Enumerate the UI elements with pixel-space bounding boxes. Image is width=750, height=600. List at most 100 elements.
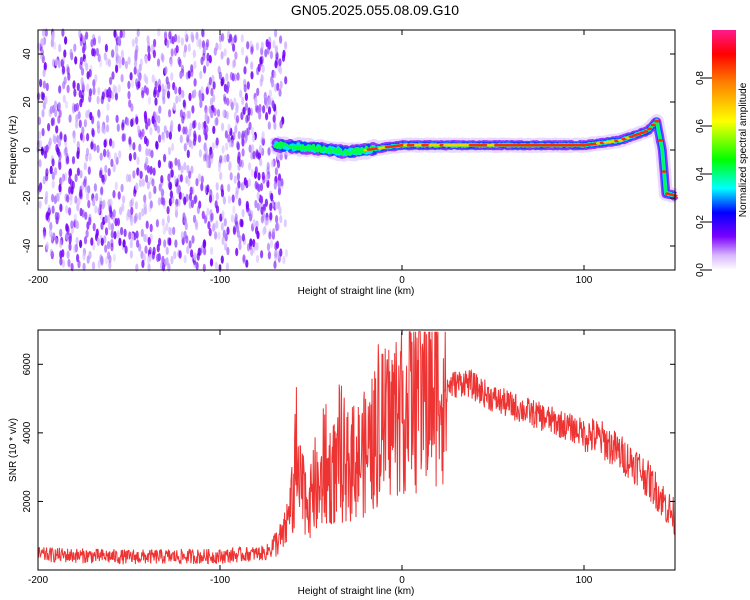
noise-blob <box>272 114 276 123</box>
noise-blob <box>281 53 286 62</box>
noise-blob <box>259 182 264 192</box>
noise-blob <box>69 48 73 58</box>
noise-blob <box>73 88 77 98</box>
noise-blob <box>101 91 105 100</box>
noise-blob <box>274 249 278 258</box>
noise-blob <box>112 253 116 262</box>
noise-blob <box>144 245 148 254</box>
noise-blob <box>256 105 260 114</box>
noise-blob <box>134 49 138 58</box>
noise-blob <box>97 86 101 96</box>
noise-blob <box>206 207 210 216</box>
noise-blob <box>148 254 152 263</box>
noise-blob <box>51 158 55 167</box>
noise-blob <box>165 130 169 139</box>
noise-blob <box>86 83 90 92</box>
noise-blob <box>43 61 47 71</box>
noise-blob <box>259 195 264 204</box>
noise-blob <box>258 144 262 154</box>
noise-blob <box>190 199 194 209</box>
noise-blob <box>78 89 82 99</box>
noise-blob <box>245 128 249 137</box>
noise-blob <box>99 169 103 179</box>
noise-blob <box>168 109 172 118</box>
noise-blob <box>169 169 173 178</box>
noise-blob <box>190 165 194 174</box>
noise-blob <box>108 260 112 270</box>
noise-region <box>36 28 288 273</box>
noise-blob <box>92 37 97 46</box>
noise-blob <box>114 181 118 191</box>
noise-blob <box>226 97 230 107</box>
signal-core-blob <box>526 143 533 147</box>
noise-blob <box>52 58 56 68</box>
snr-x-ticks: -200 -100 0 100 <box>28 330 593 586</box>
noise-blob <box>110 230 114 239</box>
noise-blob <box>120 74 124 83</box>
noise-blob <box>225 72 229 82</box>
noise-blob <box>231 60 235 69</box>
noise-blob <box>193 60 197 70</box>
noise-blob <box>97 35 101 44</box>
noise-blob <box>138 63 142 72</box>
noise-blob <box>179 174 183 183</box>
signal-core-blob <box>566 143 573 147</box>
noise-blob <box>178 93 182 103</box>
noise-blob <box>81 209 85 218</box>
noise-blob <box>71 156 76 165</box>
noise-blob <box>163 31 168 40</box>
noise-blob <box>49 105 53 115</box>
noise-blob <box>104 244 108 253</box>
noise-blob <box>146 181 150 190</box>
noise-blob <box>153 185 157 195</box>
signal-core-blob <box>505 143 511 147</box>
noise-blob <box>42 176 46 185</box>
noise-blob <box>146 165 150 174</box>
noise-blob <box>214 200 218 209</box>
noise-blob <box>143 110 147 120</box>
noise-blob <box>186 149 190 159</box>
noise-blob <box>60 59 65 68</box>
signal-core-blob <box>650 123 656 127</box>
noise-blob <box>136 69 140 78</box>
noise-blob <box>73 244 77 254</box>
noise-blob <box>201 92 205 102</box>
noise-blob <box>193 78 197 87</box>
noise-blob <box>273 181 277 190</box>
noise-blob <box>188 192 193 202</box>
noise-blob <box>130 217 134 226</box>
signal-core-blob <box>424 143 431 147</box>
noise-blob <box>43 228 47 238</box>
noise-blob <box>129 199 133 208</box>
noise-blob <box>255 242 259 251</box>
noise-blob <box>114 85 118 95</box>
noise-blob <box>52 134 56 143</box>
noise-blob <box>128 231 132 240</box>
noise-blob <box>235 186 239 195</box>
noise-blob <box>134 201 138 210</box>
noise-blob <box>42 68 46 78</box>
noise-blob <box>86 255 90 264</box>
noise-blob <box>268 231 272 240</box>
noise-blob <box>215 137 219 146</box>
noise-blob <box>120 183 124 193</box>
noise-blob <box>92 222 96 232</box>
noise-blob <box>163 239 167 248</box>
noise-blob <box>165 222 169 232</box>
noise-blob <box>156 244 160 253</box>
signal-core-blob <box>443 143 449 147</box>
noise-blob <box>184 221 188 231</box>
noise-blob <box>150 149 154 159</box>
noise-blob <box>161 83 165 93</box>
noise-blob <box>192 214 197 224</box>
noise-blob <box>223 154 227 163</box>
noise-blob <box>110 49 115 58</box>
noise-blob <box>252 133 256 143</box>
noise-blob <box>145 220 149 229</box>
noise-blob <box>125 212 130 221</box>
noise-blob <box>67 258 71 268</box>
noise-blob <box>151 178 155 187</box>
noise-blob <box>168 237 172 246</box>
noise-blob <box>275 215 279 224</box>
